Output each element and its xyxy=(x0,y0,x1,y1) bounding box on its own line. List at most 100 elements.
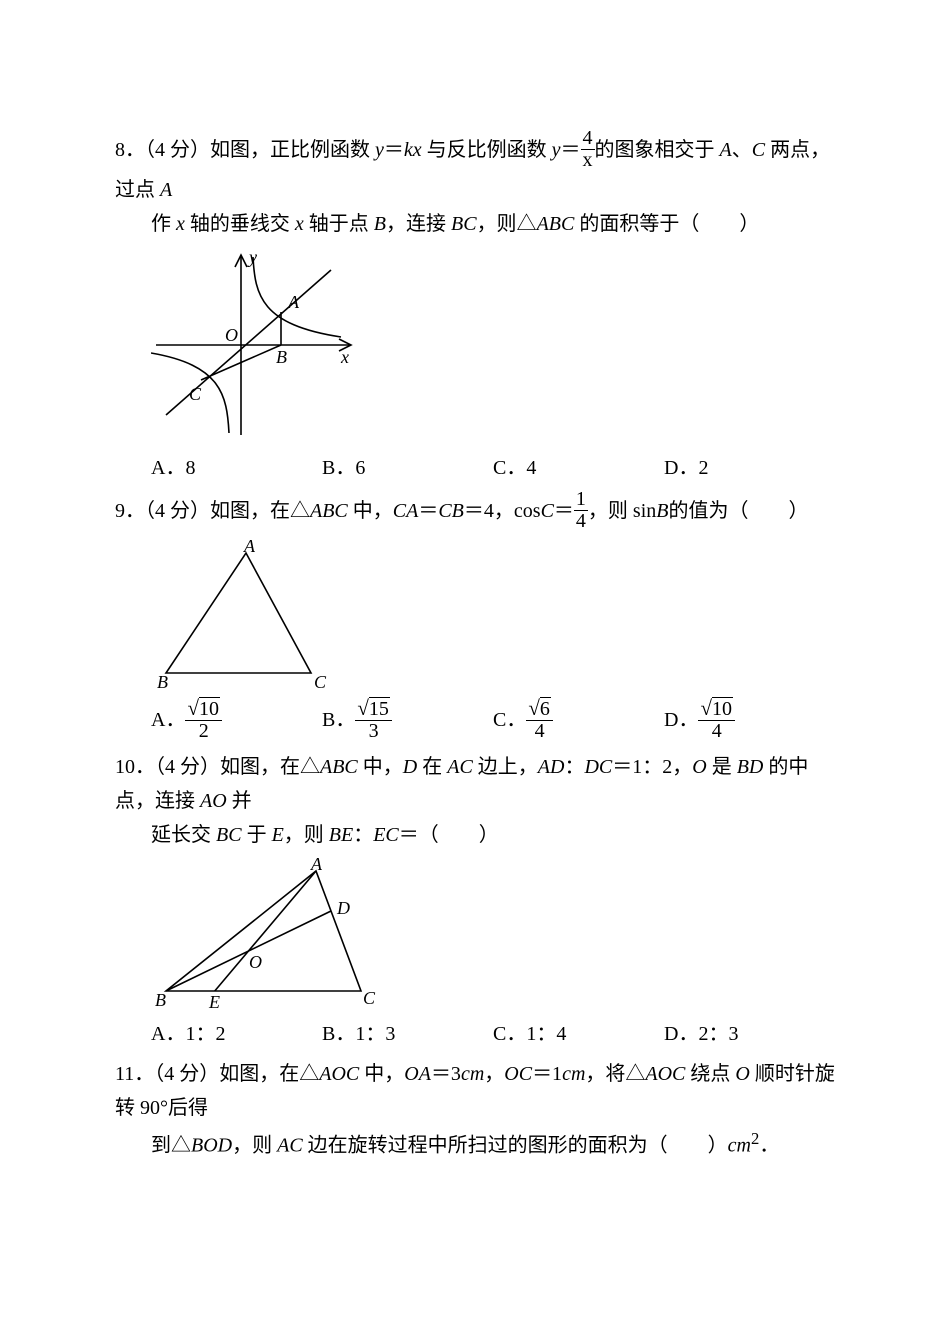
q9-opt-D: D．√104 xyxy=(664,699,835,744)
q9-tb: 中， xyxy=(348,500,393,522)
q10-te: ＝1：2， xyxy=(612,756,692,778)
q8-l2a: 作 xyxy=(151,213,176,235)
q9-B-den: 3 xyxy=(355,721,392,742)
q9-td: 的值为（ ） xyxy=(668,500,808,522)
q11-OA: OA xyxy=(404,1063,431,1085)
q9-A-label: A． xyxy=(151,709,185,731)
q9-D-num: 10 xyxy=(712,697,733,720)
q9-fd: 4 xyxy=(574,511,588,532)
q10-opt-A: A．1：2 xyxy=(151,1017,322,1051)
q8-x2: x xyxy=(295,213,304,235)
q10-l2c: ，则 xyxy=(284,824,329,846)
q10-O: O xyxy=(692,756,706,778)
q9-C-label: C． xyxy=(493,709,526,731)
q11-AC2: AC xyxy=(277,1135,303,1157)
question-11: 11．（4 分）如图，在△AOC 中，OA＝3cm，OC＝1cm，将△AOC 绕… xyxy=(115,1057,835,1163)
q8-opt-B: B．6 xyxy=(322,451,493,485)
q10-figure: A B C D E O xyxy=(151,856,391,1011)
q10-tc: 在 xyxy=(417,756,447,778)
q11-stem-line1: 11．（4 分）如图，在△AOC 中，OA＝3cm，OC＝1cm，将△AOC 绕… xyxy=(115,1057,835,1125)
q8-text-a: 如图，正比例函数 xyxy=(210,139,375,161)
q9-Cc: C xyxy=(541,500,554,522)
q8-fig-O: O xyxy=(225,325,238,345)
q9-C-num: 6 xyxy=(540,697,551,720)
q8-fig-A: A xyxy=(287,292,300,312)
q10-tb: 中， xyxy=(358,756,403,778)
q10-AD: AD xyxy=(538,756,565,778)
q8-frac: 4x xyxy=(581,128,595,171)
q9-A-num: 10 xyxy=(199,697,220,720)
q9-D-den: 4 xyxy=(698,721,735,742)
q8-stem-line2: 作 x 轴的垂线交 x 轴于点 B，连接 BC，则△ABC 的面积等于（ ） xyxy=(115,207,835,241)
q8-fig-y: y xyxy=(247,247,257,267)
q8-fig-C: C xyxy=(189,384,202,404)
q9-options: A．√102 B．√153 C．√64 D．√104 xyxy=(115,699,835,744)
question-9: 9．（4 分）如图，在△ABC 中，CA＝CB＝4，cosC＝14，则 sinB… xyxy=(115,491,835,744)
q8-kx: kx xyxy=(404,139,422,161)
q10-l2a: 延长交 xyxy=(151,824,216,846)
q8-eq2: ＝ xyxy=(561,139,581,161)
q8-opt-A: A．8 xyxy=(151,451,322,485)
q8-C: C xyxy=(752,139,765,161)
q8-l2c: 轴于点 xyxy=(304,213,374,235)
q9-B-label: B． xyxy=(322,709,355,731)
q11-O: O xyxy=(735,1063,749,1085)
q8-frac-den: x xyxy=(581,150,595,171)
page: 8．（4 分）如图，正比例函数 y＝kx 与反比例函数 y＝4x的图象相交于 A… xyxy=(0,0,950,1163)
q8-l2e: ，则△ xyxy=(477,213,537,235)
q10-points: （4 分） xyxy=(155,756,220,778)
q8-A2: A xyxy=(160,179,172,201)
q8-text-b: 与反比例函数 xyxy=(422,139,552,161)
q9-opt-A: A．√102 xyxy=(151,699,322,744)
q9-B-num: 15 xyxy=(369,697,390,720)
q10-tf: 是 xyxy=(707,756,737,778)
q11-l2b: ，则 xyxy=(232,1135,277,1157)
question-8: 8．（4 分）如图，正比例函数 y＝kx 与反比例函数 y＝4x的图象相交于 A… xyxy=(115,130,835,485)
q10-td: 边上， xyxy=(473,756,538,778)
q9-C-frac: √64 xyxy=(526,697,553,742)
q11-sep: ， xyxy=(484,1063,504,1085)
q10-BC2: BC xyxy=(216,824,242,846)
q9-C-den: 4 xyxy=(526,721,553,742)
q9-fig-A: A xyxy=(243,538,256,556)
q11-OC: OC xyxy=(504,1063,532,1085)
q11-l2c: 边在旋转过程中所扫过的图形的面积为（ ） xyxy=(303,1135,728,1157)
q10-DC: DC xyxy=(584,756,612,778)
q10-fig-O: O xyxy=(249,952,262,972)
q11-l2a: 到△ xyxy=(151,1135,191,1157)
q8-A: A xyxy=(720,139,732,161)
q9-tri: ABC xyxy=(310,500,348,522)
q8-opt-D: D．2 xyxy=(664,451,835,485)
q8-frac-num: 4 xyxy=(581,128,595,150)
q9-tc: ，则 sin xyxy=(588,500,656,522)
q8-figure: y x O A B C xyxy=(151,245,361,445)
q9-fig-C: C xyxy=(314,672,327,692)
q11-eq1: ＝3 xyxy=(431,1063,461,1085)
q10-BD: BD xyxy=(737,756,764,778)
q9-fn: 1 xyxy=(574,489,588,511)
q8-BC: BC xyxy=(451,213,477,235)
q8-number: 8． xyxy=(115,139,145,161)
q10-tri: ABC xyxy=(320,756,358,778)
q11-tri: AOC xyxy=(319,1063,359,1085)
q9-ta: 如图，在△ xyxy=(210,500,310,522)
q10-c2: ： xyxy=(353,824,373,846)
q10-D: D xyxy=(403,756,417,778)
q10-stem-line2: 延长交 BC 于 E，则 BE：EC＝（ ） xyxy=(115,818,835,852)
q10-number: 10． xyxy=(115,756,155,778)
q9-D-label: D． xyxy=(664,709,698,731)
q8-y2: y xyxy=(552,139,561,161)
q10-EC: EC xyxy=(373,824,399,846)
q11-eq2: ＝1 xyxy=(532,1063,562,1085)
q8-ABC: ABC xyxy=(537,213,575,235)
q8-sep1: 、 xyxy=(732,139,752,161)
q8-opt-C: C．4 xyxy=(493,451,664,485)
q8-stem-line1: 8．（4 分）如图，正比例函数 y＝kx 与反比例函数 y＝4x的图象相交于 A… xyxy=(115,130,835,207)
q11-cm3: cm xyxy=(728,1135,751,1157)
q9-number: 9． xyxy=(115,500,145,522)
q9-D-frac: √104 xyxy=(698,697,735,742)
q10-fig-D: D xyxy=(336,898,350,918)
q11-cm1: cm xyxy=(461,1063,484,1085)
q10-ta: 如图，在△ xyxy=(220,756,320,778)
q11-td: 绕点 xyxy=(685,1063,735,1085)
